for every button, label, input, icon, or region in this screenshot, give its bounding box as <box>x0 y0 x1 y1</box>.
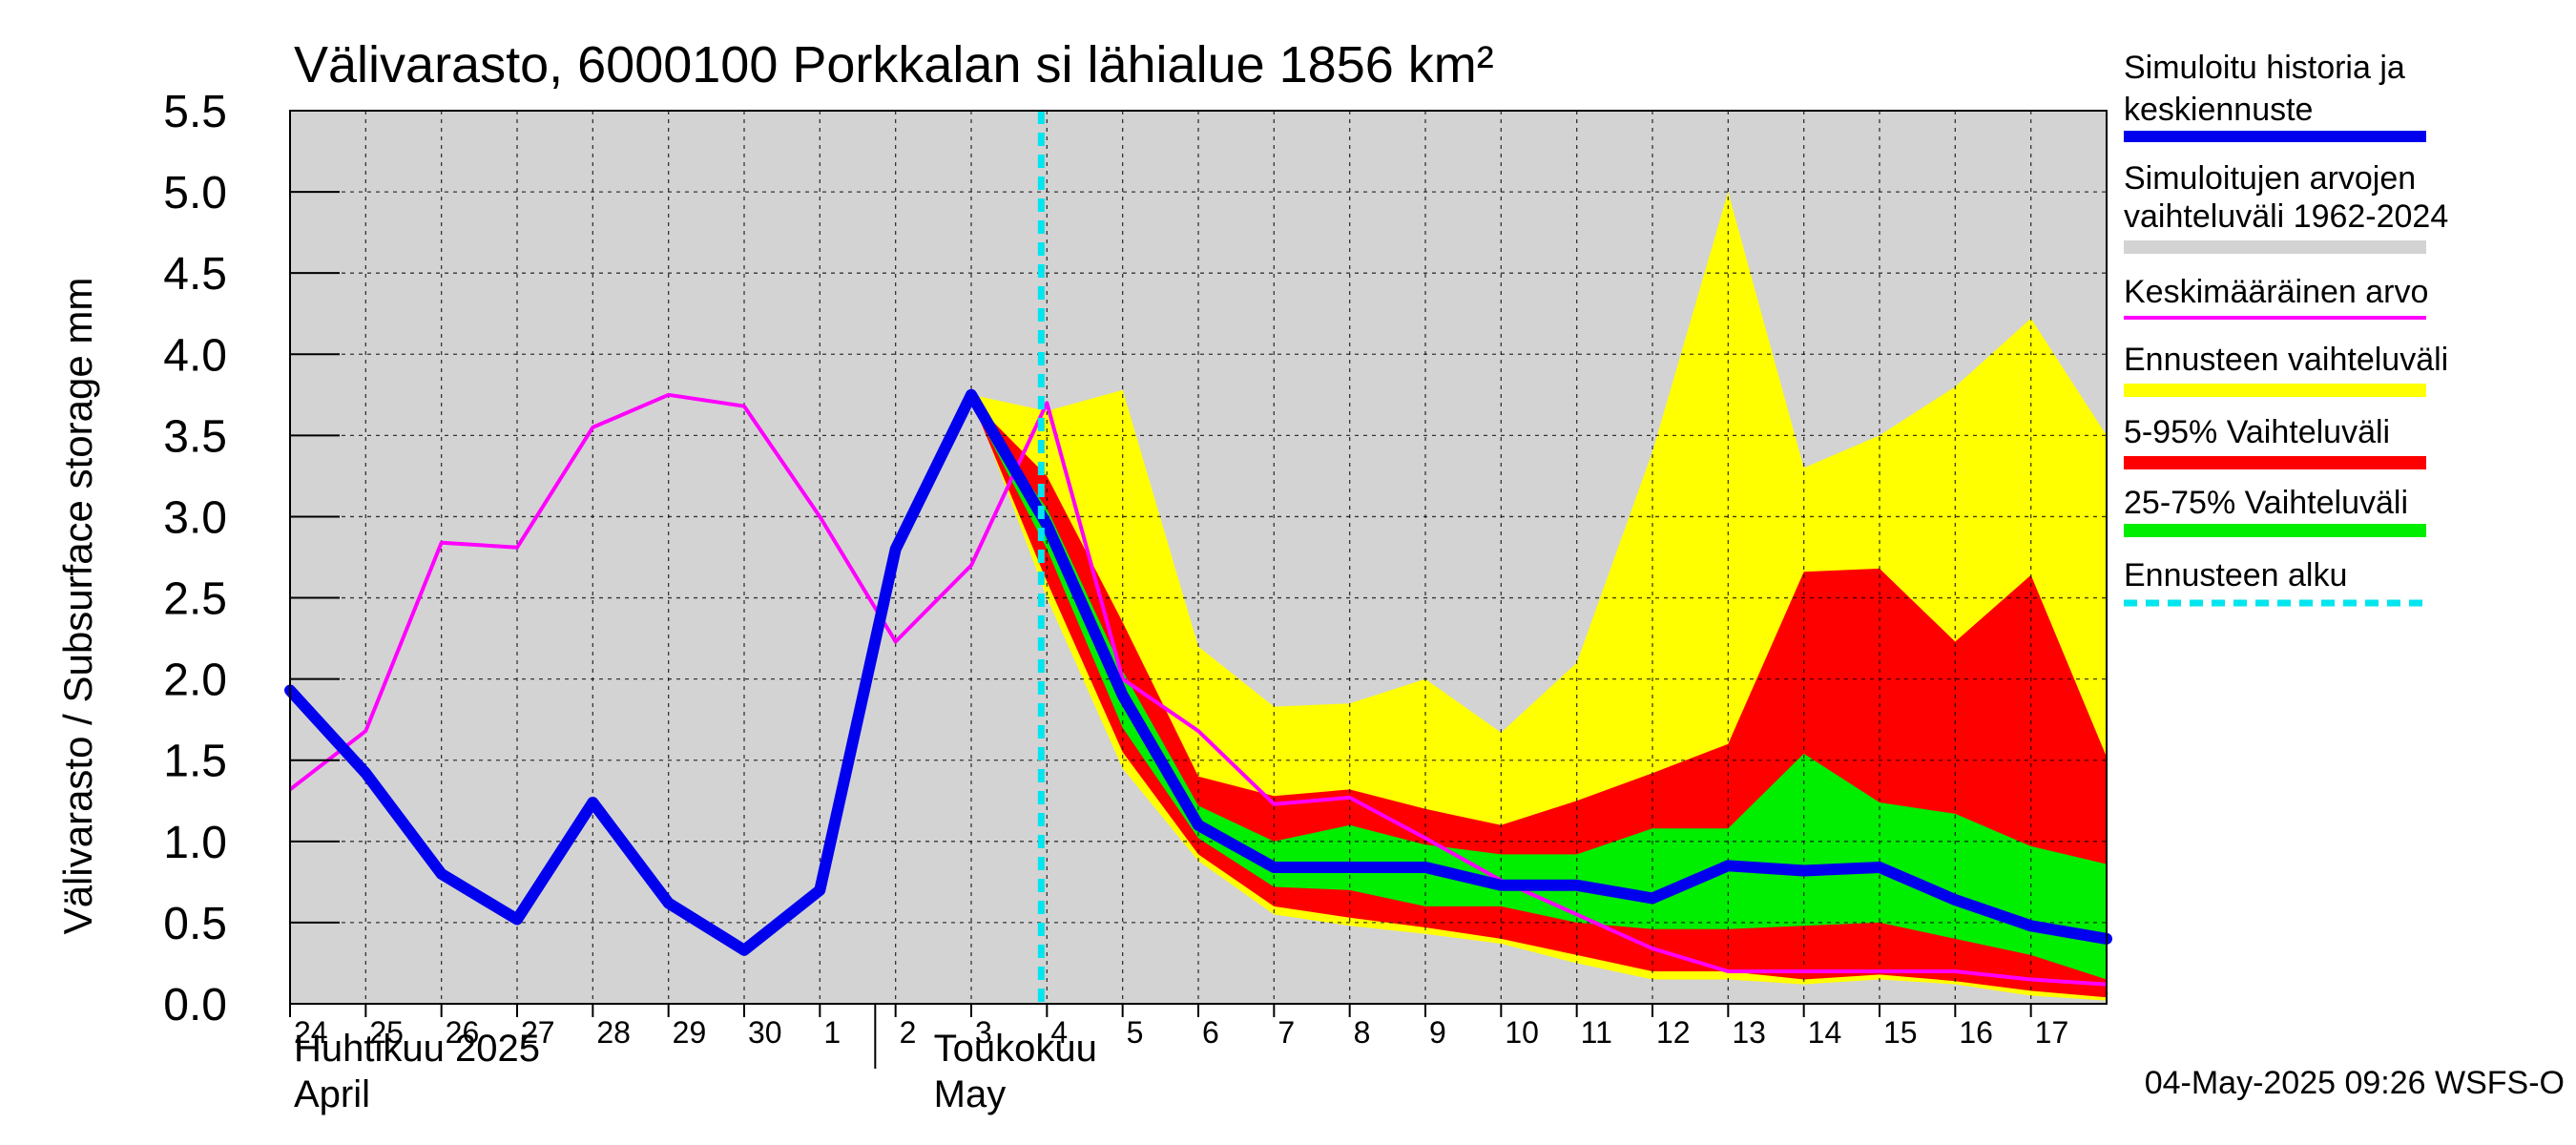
month-label-en: May <box>934 1073 1007 1115</box>
legend: Simuloitu historia ja keskiennuste Simuloi… <box>2124 50 2448 607</box>
x-tick-label: 30 <box>748 1015 782 1050</box>
legend-item-label: vaihteluväli 1962-2024 <box>2124 198 2448 235</box>
legend-item-label: Simuloitujen arvojen <box>2124 160 2416 197</box>
y-tick-label: 1.0 <box>163 818 227 868</box>
legend-item-label: Simuloitu historia ja <box>2124 50 2405 86</box>
x-tick-label: 11 <box>1581 1015 1612 1050</box>
x-tick-label: 12 <box>1656 1015 1691 1050</box>
x-tick-label: 5 <box>1127 1015 1144 1050</box>
y-tick-label: 2.5 <box>163 574 227 625</box>
legend-item-label: Ennusteen vaihteluväli <box>2124 342 2448 378</box>
x-tick-label: 3 <box>975 1015 992 1050</box>
x-tick-label: 27 <box>521 1015 555 1050</box>
x-tick-label: 1 <box>823 1015 841 1050</box>
plot-area: 0.00.51.01.52.02.53.03.54.04.55.05.524 25… <box>163 87 2112 1115</box>
chart-title: Välivarasto, 6000100 Porkkalan si lähial… <box>294 36 1494 94</box>
x-tick-label: 15 <box>1883 1015 1918 1050</box>
y-tick-label: 5.5 <box>163 87 227 137</box>
x-tick-label: 9 <box>1429 1015 1446 1050</box>
legend-item-label: Keskimääräinen arvo <box>2124 274 2428 310</box>
legend-item-label: keskiennuste <box>2124 92 2313 128</box>
month-label-en: April <box>294 1073 370 1115</box>
x-tick-label: 8 <box>1354 1015 1371 1050</box>
history-forecast-line <box>284 388 2112 956</box>
footer-timestamp: 04-May-2025 09:26 WSFS-O <box>2145 1065 2565 1101</box>
x-tick-label: 13 <box>1732 1015 1766 1050</box>
y-tick-label: 4.0 <box>163 330 227 381</box>
y-tick-label: 5.0 <box>163 168 227 219</box>
x-tick-label: 26 <box>446 1015 480 1050</box>
x-tick-label: 28 <box>596 1015 631 1050</box>
y-tick-label: 2.0 <box>163 656 227 706</box>
x-tick-label: 2 <box>900 1015 917 1050</box>
mean-line <box>288 392 2108 987</box>
y-tick-label: 3.0 <box>163 492 227 543</box>
y-axis-label: Välivarasto / Subsurface storage mm <box>55 278 100 935</box>
x-tick-label: 7 <box>1278 1015 1295 1050</box>
x-tick-label: 6 <box>1202 1015 1219 1050</box>
y-tick-label: 4.5 <box>163 249 227 300</box>
legend-item-label: 25-75% Vaihteluväli <box>2124 485 2408 521</box>
legend-item-label: Ennusteen alku <box>2124 557 2347 593</box>
y-tick-label: 3.5 <box>163 411 227 462</box>
month-label-fi: Huhtikuu 2025 <box>294 1028 540 1070</box>
legend-item-label: 5-95% Vaihteluväli <box>2124 414 2390 450</box>
x-tick-label: 25 <box>369 1015 404 1050</box>
x-tick-label: 17 <box>2035 1015 2069 1050</box>
x-tick-label: 4 <box>1050 1015 1068 1050</box>
x-tick-label: 24 <box>294 1015 328 1050</box>
x-tick-label: 16 <box>1959 1015 1993 1050</box>
x-tick-label: 10 <box>1505 1015 1539 1050</box>
p25-75-band <box>971 403 2107 980</box>
y-tick-label: 0.0 <box>163 980 227 1030</box>
y-tick-label: 1.5 <box>163 737 227 787</box>
x-tick-label: 14 <box>1808 1015 1842 1050</box>
y-tick-label: 0.5 <box>163 899 227 949</box>
month-label-fi: Toukokuu <box>934 1028 1097 1070</box>
x-tick-label: 29 <box>673 1015 707 1050</box>
